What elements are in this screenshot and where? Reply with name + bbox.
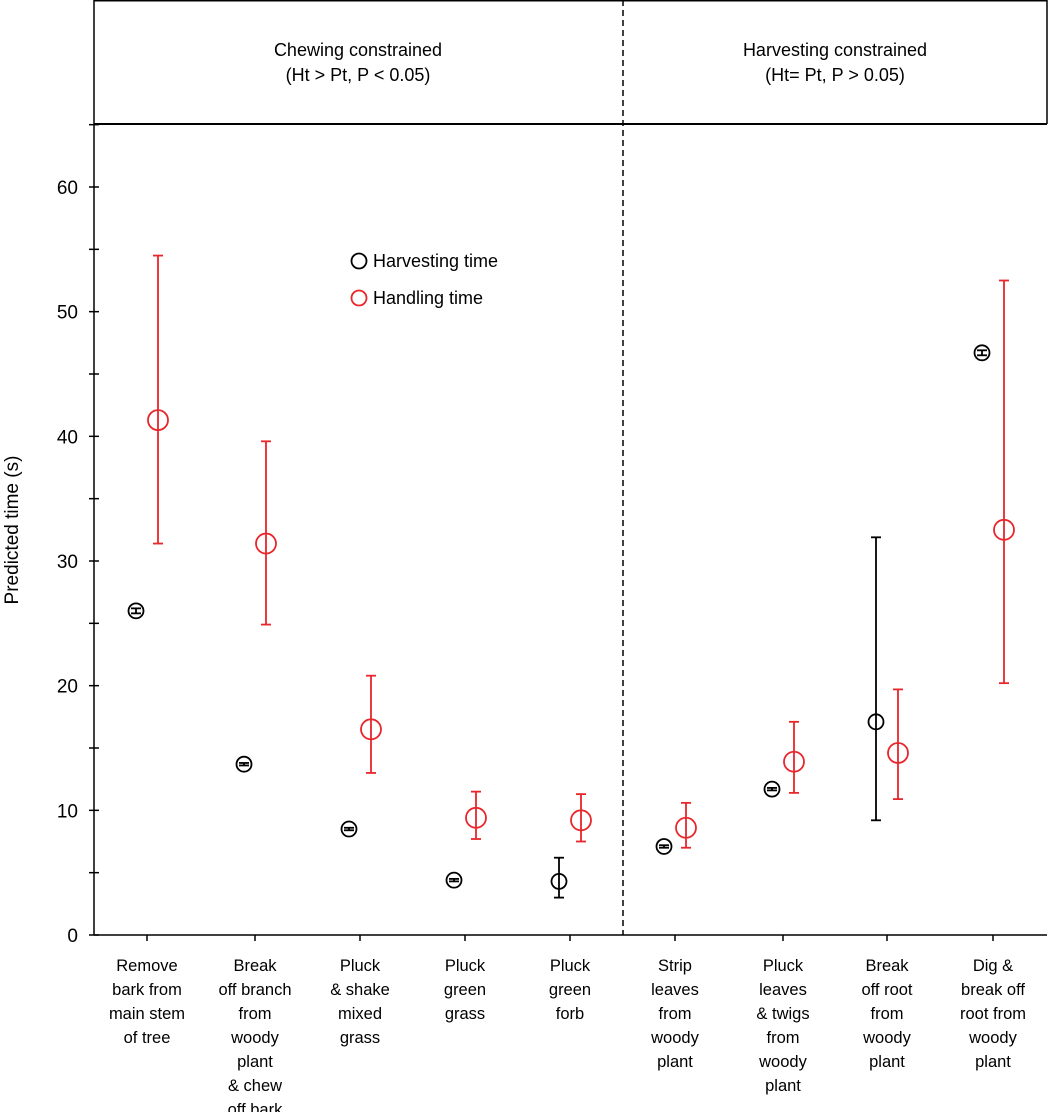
y-tick-label: 0	[67, 926, 78, 947]
x-tick-label: Strip leaves from woody plant	[650, 957, 699, 1071]
harvesting-point	[973, 344, 991, 362]
panel-title-left: Chewing constrained	[274, 40, 442, 60]
x-tick-label: Break off branch from woody plant & chew off b…	[218, 957, 291, 1112]
x-tick-label: Break off root from woody plant	[861, 957, 912, 1071]
harvesting-point	[235, 755, 253, 773]
legend-label-handling: Handling time	[373, 288, 483, 308]
y-tick-label: 60	[57, 178, 78, 199]
harvesting-point	[550, 872, 568, 890]
panel-subtitle-right: (Ht= Pt, P > 0.05)	[765, 65, 905, 85]
handling-point	[570, 809, 592, 832]
harvesting-point-group	[973, 344, 991, 362]
harvesting-point-group	[763, 780, 781, 798]
harvesting-point-group	[127, 602, 145, 620]
handling-point	[887, 742, 909, 764]
harvesting-point-group	[340, 820, 358, 838]
harvesting-point-group	[235, 755, 253, 773]
x-tick-label: Remove bark from main stem of tree	[109, 957, 185, 1047]
y-tick-label: 50	[57, 303, 78, 324]
y-tick-label: 30	[57, 552, 78, 573]
harvesting-point-group	[655, 838, 673, 855]
harvesting-point-group	[550, 856, 568, 899]
handling-point-group	[783, 720, 805, 794]
handling-point	[465, 806, 487, 829]
handling-point	[783, 750, 805, 773]
panel-title-right: Harvesting constrained	[743, 40, 927, 60]
x-tick-label: Dig & break off root from woody plant	[960, 957, 1026, 1071]
handling-point-group	[360, 674, 382, 774]
panel-subtitle-left: (Ht > Pt, P < 0.05)	[286, 65, 431, 85]
harvesting-point	[445, 871, 463, 889]
x-tick-label: Pluck & shake mixed grass	[330, 957, 390, 1047]
legend-marker-harvesting	[350, 252, 368, 270]
harvesting-point-group	[867, 536, 885, 822]
y-tick-label: 40	[57, 427, 78, 448]
x-tick-label: Pluck green forb	[549, 957, 591, 1023]
handling-point	[993, 518, 1015, 541]
handling-point	[360, 718, 382, 741]
handling-point-group	[255, 440, 277, 626]
harvesting-point	[655, 838, 673, 855]
harvesting-point	[340, 820, 358, 838]
harvesting-point-group	[445, 871, 463, 889]
legend: Harvesting time Handling time	[350, 251, 498, 308]
harvesting-point	[763, 780, 781, 798]
y-tick-label: 10	[57, 801, 78, 822]
y-axis-label: Predicted time (s)	[2, 456, 23, 605]
harvesting-point	[867, 713, 885, 731]
handling-point-group	[147, 254, 169, 545]
x-tick-label: Pluck leaves & twigs from woody plant	[756, 957, 809, 1095]
legend-marker-handling	[350, 289, 368, 307]
handling-point	[255, 532, 277, 555]
handling-point-group	[887, 688, 909, 801]
handling-point-group	[993, 279, 1015, 685]
handling-point	[147, 409, 169, 432]
legend-label-harvesting: Harvesting time	[373, 251, 498, 271]
harvesting-point	[127, 602, 145, 620]
handling-point-group	[675, 801, 697, 849]
y-tick-label: 20	[57, 677, 78, 698]
handling-point-group	[465, 790, 487, 840]
x-tick-label: Pluck green grass	[444, 957, 486, 1023]
handling-point-group	[570, 793, 592, 843]
handling-point	[675, 816, 697, 839]
